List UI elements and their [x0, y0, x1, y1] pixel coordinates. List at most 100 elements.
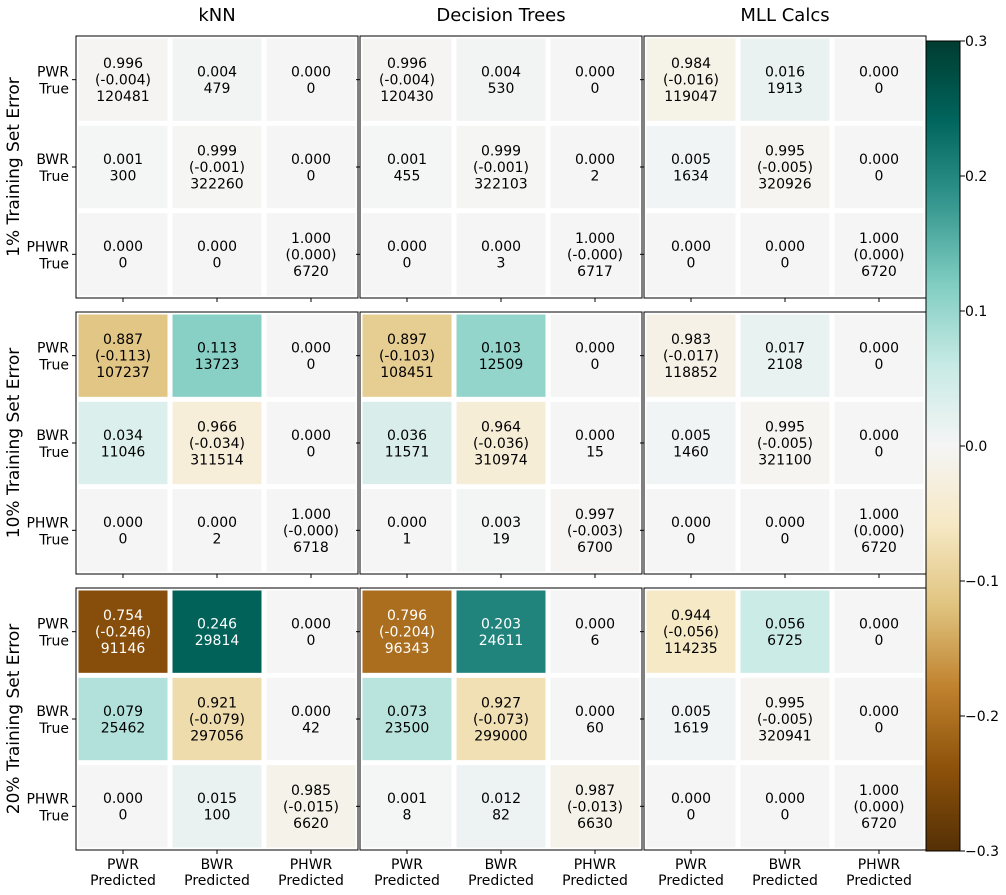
y-tick-label: True — [38, 82, 69, 98]
cell-label: 6725 — [767, 633, 803, 649]
cell-label: 0 — [307, 81, 316, 97]
y-tick-label: PWR — [37, 617, 69, 633]
cell-label: 0.005 — [671, 428, 711, 444]
cell-label: 0.000 — [575, 616, 615, 632]
cell-label: 6720 — [293, 264, 329, 280]
cell-label: (-0.000) — [283, 523, 339, 539]
heatmap-cell — [740, 590, 830, 673]
cell-label: 0.000 — [481, 239, 521, 255]
cell-label: 82 — [492, 808, 510, 824]
cell-label: 1460 — [673, 444, 709, 460]
cell-label: 0.203 — [481, 616, 521, 632]
heatmap-cell — [362, 125, 452, 209]
cell-label: 455 — [394, 168, 421, 184]
cell-label: 107237 — [96, 365, 149, 381]
colorbar-tick-label: 0.3 — [965, 34, 987, 50]
cell-label: 0.016 — [765, 64, 805, 80]
cell-label: 0.000 — [575, 64, 615, 80]
cell-label: 0.964 — [481, 420, 521, 436]
colorbar-gradient — [925, 40, 961, 852]
cell-label: 0.001 — [387, 791, 427, 807]
heatmap-cell — [362, 213, 452, 296]
y-tick-label: True — [38, 721, 69, 737]
heatmap-cell — [646, 677, 736, 761]
cell-label: 2 — [591, 168, 600, 184]
heatmap-panel: 0.944(-0.056)1142350.05667250.00000.0051… — [640, 587, 927, 854]
cell-label: 100 — [204, 808, 231, 824]
cell-label: (-0.013) — [567, 799, 623, 815]
cell-label: 1.000 — [575, 231, 615, 247]
heatmap-cell — [646, 401, 736, 485]
heatmap-panel: 0.887(-0.113)1072370.113137230.00000.034… — [72, 311, 359, 578]
cell-label: 0 — [875, 81, 884, 97]
cell-label: (-0.036) — [473, 436, 529, 452]
heatmap-cell — [740, 489, 830, 572]
cell-label: 0.073 — [387, 704, 427, 720]
cell-label: 0.944 — [671, 608, 711, 624]
cell-label: 0.887 — [103, 332, 143, 348]
heatmap-cell — [550, 401, 640, 485]
cell-label: 0.005 — [671, 704, 711, 720]
x-tick-label: Predicted — [184, 873, 250, 889]
cell-label: 0 — [687, 256, 696, 272]
cell-label: 0.897 — [387, 332, 427, 348]
cell-label: (-0.005) — [757, 712, 813, 728]
heatmap-cell — [78, 125, 168, 209]
y-tick-label: True — [38, 445, 69, 461]
heatmap-cell — [646, 125, 736, 209]
cell-label: 2108 — [767, 357, 803, 373]
cell-label: 3 — [497, 256, 506, 272]
heatmap-cell — [834, 677, 924, 761]
heatmap-cell — [172, 489, 262, 572]
column-title: Decision Trees — [436, 5, 565, 26]
cell-label: 0 — [687, 532, 696, 548]
x-tick-label: PHWR — [858, 857, 901, 873]
cell-label: 0.000 — [197, 515, 237, 531]
cell-label: 0.000 — [859, 152, 899, 168]
heatmap-cell — [834, 314, 924, 397]
cell-label: 6717 — [577, 264, 613, 280]
cell-label: 0.000 — [291, 340, 331, 356]
cell-label: (-0.103) — [379, 349, 435, 365]
cell-label: 13723 — [195, 357, 240, 373]
column-title: kNN — [198, 5, 235, 26]
cell-label: 0.000 — [575, 152, 615, 168]
y-tick-label: BWR — [36, 152, 69, 168]
cell-label: (-0.005) — [757, 436, 813, 452]
cell-label: (0.000) — [853, 523, 904, 539]
cell-label: (-0.056) — [663, 625, 719, 641]
heatmap-cell — [740, 314, 830, 397]
cell-label: 0 — [119, 256, 128, 272]
heatmap-cell — [172, 401, 262, 485]
cell-label: 0.000 — [197, 239, 237, 255]
cell-label: 0.079 — [103, 704, 143, 720]
colorbar-tick-label: −0.3 — [965, 844, 999, 860]
heatmap-cell — [78, 401, 168, 485]
axis-titles: kNN Decision Trees MLL Calcs 1% Training Se… — [4, 5, 912, 889]
y-tick-label: BWR — [36, 428, 69, 444]
y-tick-label: True — [38, 256, 69, 272]
cell-label: (-0.003) — [567, 523, 623, 539]
y-tick-label: True — [38, 169, 69, 185]
cell-label: 0 — [307, 357, 316, 373]
cell-label: (-0.034) — [189, 436, 245, 452]
heatmap-panel: 0.796(-0.204)963430.203246110.00060.0732… — [356, 587, 643, 854]
heatmap-cell — [834, 765, 924, 848]
cell-label: 6718 — [293, 540, 329, 556]
cell-label: 321100 — [758, 453, 811, 469]
cell-label: 0.000 — [671, 239, 711, 255]
cell-label: 0.000 — [291, 428, 331, 444]
heatmap-cell — [78, 590, 168, 673]
cell-label: 479 — [204, 81, 231, 97]
y-tick-label: True — [38, 358, 69, 374]
cell-label: 1 — [403, 532, 412, 548]
cell-label: 0.997 — [575, 507, 615, 523]
cell-label: (-0.004) — [95, 73, 151, 89]
cell-label: 0 — [591, 357, 600, 373]
cell-label: 0 — [875, 633, 884, 649]
cell-label: 0 — [781, 256, 790, 272]
heatmap-cell — [740, 125, 830, 209]
cell-label: 0.000 — [291, 616, 331, 632]
heatmap-panel: 0.897(-0.103)1084510.103125090.00000.036… — [356, 311, 643, 578]
cell-label: 0 — [591, 81, 600, 97]
